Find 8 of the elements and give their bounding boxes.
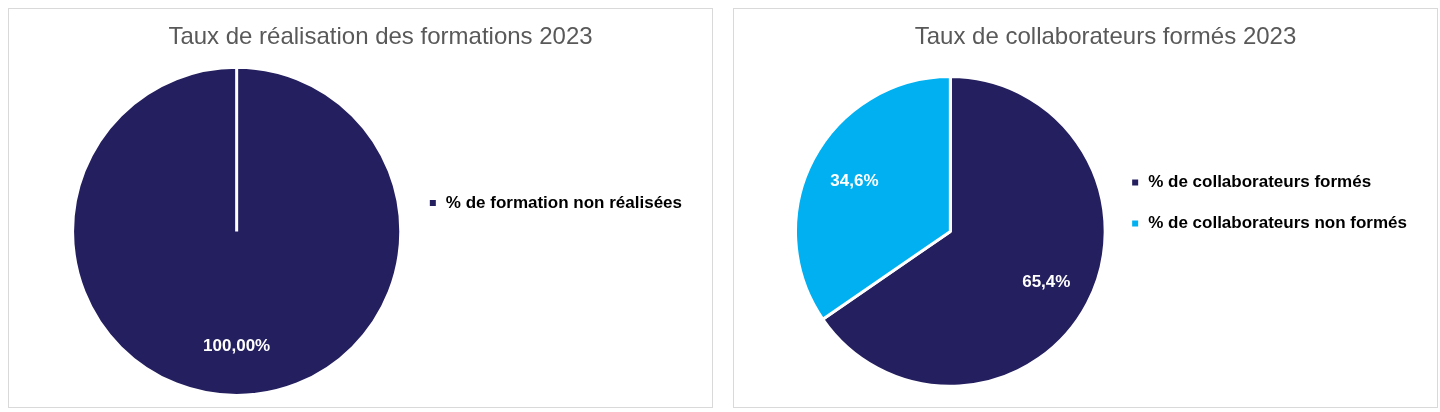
legend-label: % de collaborateurs formés xyxy=(1148,172,1372,192)
chart-title: Taux de collaborateurs formés 2023 xyxy=(914,22,1297,50)
legend-label: % de collaborateurs non formés xyxy=(1148,213,1408,233)
chart-title: Taux de réalisation des formations 2023 xyxy=(168,22,593,50)
data-label: 100,00% xyxy=(203,335,271,355)
legend-label: % de formation non réalisées xyxy=(445,192,683,212)
data-label: 34,6% xyxy=(830,170,879,190)
data-label: 65,4% xyxy=(1022,271,1071,291)
